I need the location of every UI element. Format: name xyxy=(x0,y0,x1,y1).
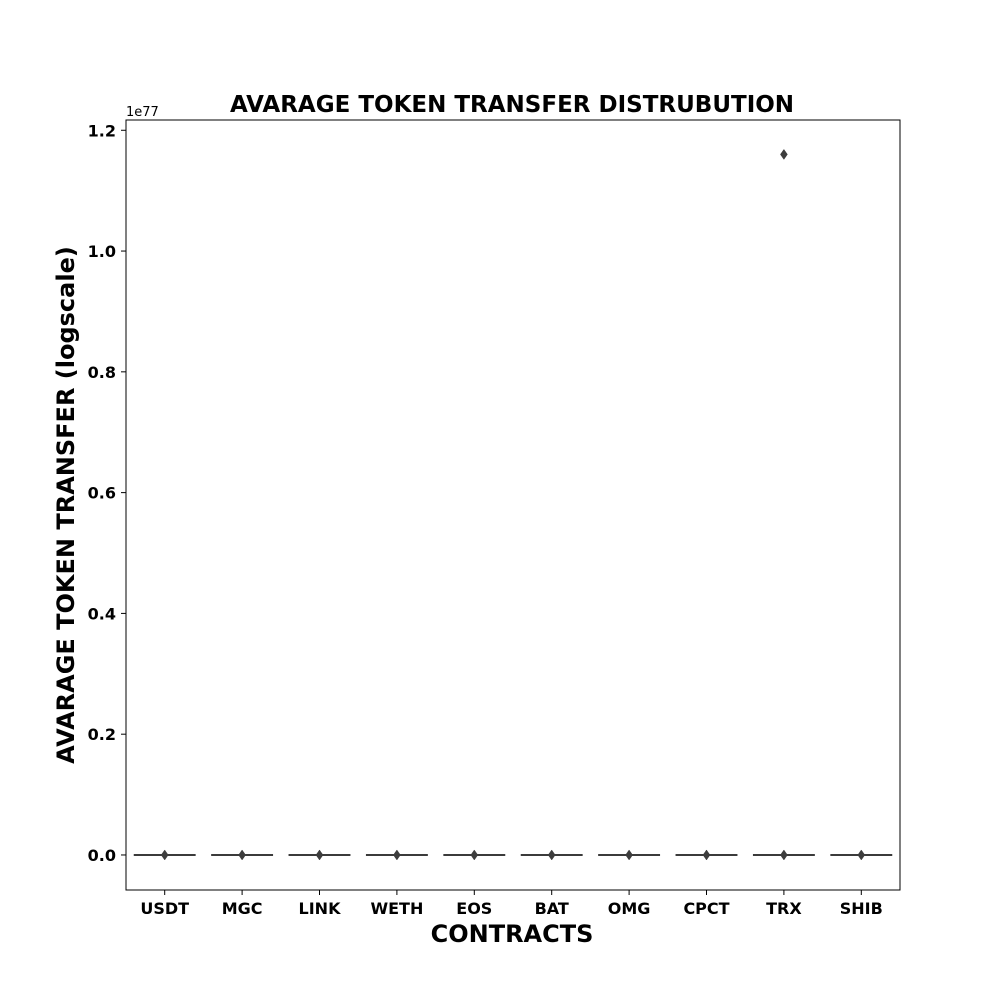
outlier-marker-mgc xyxy=(238,849,246,861)
x-tick-label-trx: TRX xyxy=(766,899,802,918)
x-tick-label-eos: EOS xyxy=(456,899,492,918)
outlier-marker-cpct xyxy=(702,849,711,861)
x-tick-label-omg: OMG xyxy=(608,899,651,918)
chart-title: AVARAGE TOKEN TRANSFER DISTRUBUTION xyxy=(230,92,794,118)
plot-frame xyxy=(125,119,901,891)
plot-area: 0.0 0.2 0.4 0.6 0.8 1.0 1.2 USDT MGC LINK WETH EOS B… xyxy=(88,119,901,918)
x-tick-label-weth: WETH xyxy=(370,899,423,918)
y-axis-offset-label: 1e77 xyxy=(126,105,159,120)
outlier-marker-link xyxy=(315,849,324,861)
outlier-marker-shib xyxy=(857,849,866,861)
y-axis-title: AVARAGE TOKEN TRANSFER (logscale) xyxy=(52,246,80,764)
outlier-marker-bat xyxy=(547,849,556,861)
x-tick-label-mgc: MGC xyxy=(222,899,263,918)
x-tick-label-bat: BAT xyxy=(535,899,569,918)
y-tick-label: 1.2 xyxy=(88,121,116,140)
x-tick-label-usdt: USDT xyxy=(140,899,189,918)
x-axis-title: CONTRACTS xyxy=(431,920,594,948)
y-tick-label: 0.4 xyxy=(88,604,116,623)
outlier-marker-weth xyxy=(393,849,401,861)
y-tick-label: 0.6 xyxy=(88,484,116,503)
y-tick-label: 0.2 xyxy=(88,725,116,744)
outlier-marker-trx xyxy=(780,849,788,861)
y-tick-label: 0.8 xyxy=(88,363,116,382)
y-tick-label: 0.0 xyxy=(88,846,116,865)
outlier-marker-usdt xyxy=(160,849,169,861)
outlier-marker-eos xyxy=(470,849,479,861)
outlier-marker-trx xyxy=(780,148,788,160)
x-tick-label-shib: SHIB xyxy=(840,899,883,918)
x-tick-label-cpct: CPCT xyxy=(683,899,729,918)
x-tick-label-link: LINK xyxy=(299,899,342,918)
outlier-marker-omg xyxy=(625,849,633,861)
y-tick-label: 1.0 xyxy=(88,242,116,261)
